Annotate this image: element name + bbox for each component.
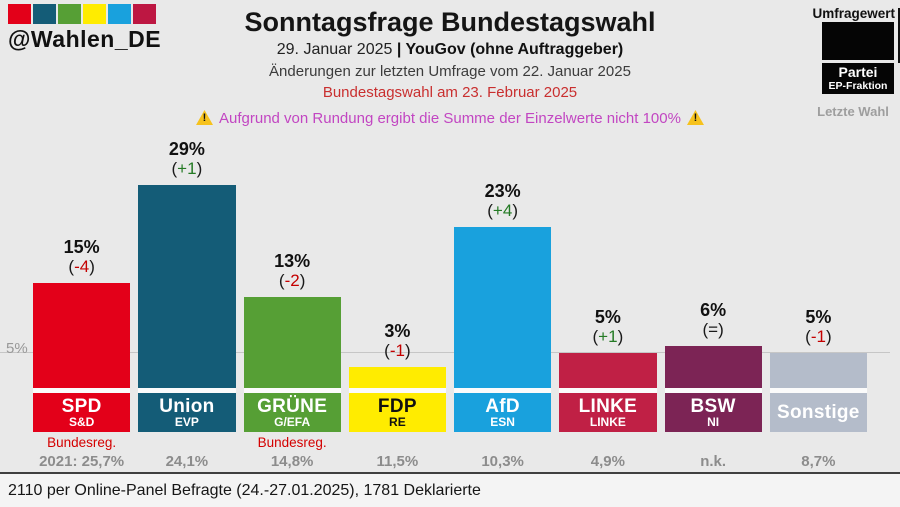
gov-note: [454, 435, 551, 451]
bar-column-BSW: 6% (=) BSW NI n.k.: [664, 135, 762, 470]
bar-value-label: 23% (+4): [484, 181, 521, 220]
bar-column-LINKE: 5% (+1) LINKE LINKE 4,9%: [559, 135, 657, 470]
last-election-value: 14,8%: [270, 453, 314, 470]
last-election-value: 24,1%: [165, 453, 209, 470]
bar-column-Union: 29% (+1) Union EVP 24,1%: [138, 135, 236, 470]
logo-square: [33, 4, 56, 24]
bar-value-label: 3% (-1): [384, 321, 411, 360]
bar-label-gap: [138, 388, 236, 393]
warning-icon: [686, 110, 704, 125]
rounding-warning-text: Aufgrund von Rundung ergibt die Summe de…: [219, 110, 681, 127]
bar-value-label: 29% (+1): [168, 139, 205, 178]
logo-square: [58, 4, 81, 24]
bar-column-Sonstige: 5% (-1) Sonstige 8,7%: [769, 135, 867, 470]
bar-column-FDP: 3% (-1) FDP RE 11,5%: [348, 135, 446, 470]
gov-note: [138, 435, 235, 451]
gov-note: [559, 435, 656, 451]
bar-column-AfD: 23% (+4) AfD ESN 10,3%: [454, 135, 552, 470]
bar-value-label: 5% (+1): [592, 307, 624, 346]
bar-label-gap: [664, 388, 762, 393]
bar-value-label: 5% (-1): [805, 307, 832, 346]
last-election-value: 10,3%: [481, 453, 524, 470]
bar-SPD: [33, 283, 131, 388]
pollster-name: | YouGov (ohne Auftraggeber): [396, 41, 624, 58]
bar-label-gap: [769, 388, 867, 393]
bar-GRÜNE: [243, 297, 341, 388]
header: Sonntagsfrage Bundestagswahl 29. Januar …: [0, 6, 900, 127]
bar-AfD: [454, 227, 552, 388]
party-label-box-GRÜNE: GRÜNE G/EFA: [243, 393, 341, 432]
gov-note: [349, 435, 446, 451]
five-percent-label: 5%: [6, 340, 28, 357]
bar-Union: [138, 185, 236, 388]
last-election-value: 8,7%: [801, 453, 836, 470]
bar-label-gap: [348, 388, 446, 393]
sample-note: 2110 per Online-Panel Befragte (24.-27.0…: [8, 481, 481, 499]
five-percent-gridline: [0, 352, 890, 353]
bar-value-label: 13% (-2): [274, 251, 311, 290]
change-note: Änderungen zur letzten Umfrage vom 22. J…: [269, 63, 631, 80]
right-edge-line: [898, 8, 900, 63]
last-election-value: n.k.: [700, 453, 727, 470]
party-label-box-Sonstige: Sonstige: [769, 393, 867, 432]
footer-bar: 2110 per Online-Panel Befragte (24.-27.0…: [0, 472, 900, 507]
logo-square: [108, 4, 131, 24]
bar-label-gap: [243, 388, 341, 393]
gov-note: Bundesreg.: [47, 435, 117, 450]
party-label-box-AfD: AfD ESN: [454, 393, 552, 432]
bar-label-gap: [559, 388, 657, 393]
party-label-box-LINKE: LINKE LINKE: [559, 393, 657, 432]
logo-square: [8, 4, 31, 24]
bar-label-gap: [33, 388, 131, 393]
wahlen-de-logo-icon: [8, 4, 161, 24]
legend-partei-box: Partei EP-Fraktion: [822, 63, 894, 94]
bar-LINKE: [559, 353, 657, 388]
page-title: Sonntagsfrage Bundestagswahl: [244, 7, 656, 37]
bar-BSW: [664, 346, 762, 388]
gov-note: [665, 435, 762, 451]
bar-value-label: 15% (-4): [63, 237, 100, 276]
legend-umfragewert-swatch: [822, 22, 894, 60]
legend-umfragewert-label: Umfragewert: [812, 6, 895, 21]
election-note: Bundestagswahl am 23. Februar 2025: [322, 84, 578, 101]
bar-column-SPD: 15% (-4) SPD S&D Bundesreg. 2021: 25,7%: [33, 135, 131, 470]
warning-icon: [196, 110, 214, 125]
gov-note: [770, 435, 867, 451]
rounding-warning: Aufgrund von Rundung ergibt die Summe de…: [0, 110, 900, 127]
party-label-box-SPD: SPD S&D: [33, 393, 131, 432]
party-label-box-BSW: BSW NI: [664, 393, 762, 432]
bar-column-GRÜNE: 13% (-2) GRÜNE G/EFA Bundesreg. 14,8%: [243, 135, 341, 470]
party-label-box-FDP: FDP RE: [348, 393, 446, 432]
gov-note: Bundesreg.: [257, 435, 327, 450]
last-election-value: 4,9%: [590, 453, 625, 470]
poll-date: 29. Januar 2025: [276, 41, 397, 58]
logo-square: [133, 4, 156, 24]
brand-block: @Wahlen_DE: [8, 4, 161, 53]
bar-FDP: [348, 367, 446, 388]
bar-Sonstige: [769, 353, 867, 388]
date-pollster-line: 29. Januar 2025 | YouGov (ohne Auftragge…: [0, 41, 900, 59]
bar-chart: 15% (-4) SPD S&D Bundesreg. 2021: 25,7% 29% (+1…: [33, 135, 867, 470]
last-election-value: 11,5%: [376, 453, 419, 470]
legend: Umfragewert Partei EP-Fraktion Letzte Wa…: [790, 0, 900, 130]
last-election-value: 2021: 25,7%: [39, 453, 125, 470]
party-label-box-Union: Union EVP: [138, 393, 236, 432]
bar-label-gap: [454, 388, 552, 393]
brand-handle: @Wahlen_DE: [8, 26, 162, 52]
bar-value-label: 6% (=): [700, 300, 727, 339]
legend-partei-label: Partei: [838, 64, 878, 80]
legend-letzte-wahl-label: Letzte Wahl: [817, 104, 889, 119]
logo-square: [83, 4, 106, 24]
legend-ep-fraktion-label: EP-Fraktion: [828, 80, 888, 92]
